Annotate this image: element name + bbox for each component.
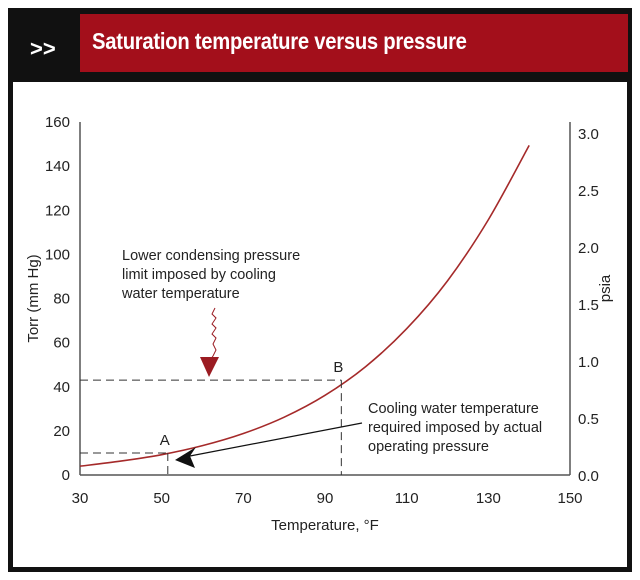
x-tick-label: 90 [317, 490, 334, 507]
chart-frame [8, 8, 632, 572]
x-tick-label: 70 [235, 490, 252, 507]
y-tick-label: 140 [45, 158, 70, 175]
y-tick-label: 20 [53, 423, 70, 440]
y2-tick-label: 0.0 [578, 468, 599, 485]
y2-tick-label: 2.0 [578, 240, 599, 257]
y-tick-label: 0 [62, 467, 70, 484]
annotation-text: operating pressure [368, 439, 489, 455]
x-tick-label: 50 [153, 490, 170, 507]
y2-axis-label: psia [597, 274, 614, 302]
y-tick-label: 40 [53, 379, 70, 396]
x-tick-label: 130 [476, 490, 501, 507]
x-axis-label: Temperature, °F [271, 517, 379, 534]
annotation-arrow-line [209, 307, 217, 361]
y2-tick-label: 2.5 [578, 183, 599, 200]
arrow-down-icon [200, 357, 219, 377]
point-label-B: B [333, 359, 343, 376]
y2-tick-label: 0.5 [578, 411, 599, 428]
y2-tick-label: 1.0 [578, 354, 599, 371]
annotation-text: Lower condensing pressure [122, 248, 300, 264]
annotation-text: limit imposed by cooling [122, 267, 276, 283]
x-tick-label: 150 [557, 490, 582, 507]
x-tick-label: 30 [72, 490, 89, 507]
y-tick-label: 120 [45, 202, 70, 219]
annotation-text: required imposed by actual [368, 420, 542, 436]
y-axis-label: Torr (mm Hg) [25, 254, 42, 342]
title-band: Saturation temperature versus pressure [80, 14, 628, 72]
arrow-left-icon [175, 447, 196, 468]
annotation-arrow-line [189, 422, 363, 457]
point-label-A: A [160, 432, 170, 449]
annotation-text: water temperature [121, 286, 240, 302]
annotation-text: Cooling water temperature [368, 401, 539, 417]
y-tick-label: 60 [53, 335, 70, 352]
saturation-curve [79, 145, 530, 467]
chart-title: Saturation temperature versus pressure [92, 28, 467, 54]
y-tick-label: 160 [45, 114, 70, 131]
y2-tick-label: 1.5 [578, 297, 599, 314]
x-tick-label: 110 [395, 490, 419, 507]
y-tick-label: 80 [53, 291, 70, 308]
chevrons-icon: >> [30, 36, 56, 61]
y-tick-label: 100 [45, 246, 70, 263]
y2-tick-label: 3.0 [578, 126, 599, 143]
